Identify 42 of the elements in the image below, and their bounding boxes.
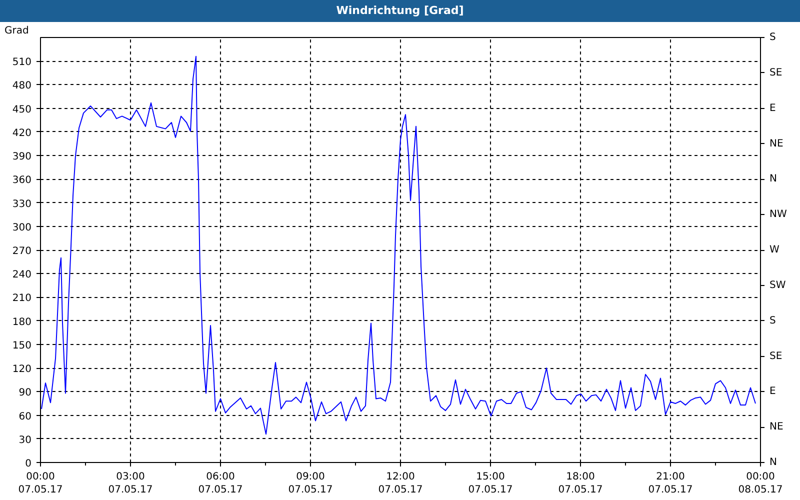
y-tick-label: 210: [12, 293, 32, 304]
x-tick-label: 15:00 07.05.17: [468, 472, 513, 496]
x-tick-label: 09:00 07.05.17: [288, 472, 333, 496]
x-tick-label: 06:00 07.05.17: [198, 472, 243, 496]
text: N: [770, 457, 777, 468]
y-tick-label: 480: [12, 80, 32, 92]
y-tick-label: 150: [12, 340, 32, 352]
text: S: [770, 32, 776, 43]
text: N: [770, 174, 777, 185]
y-tick-label: 300: [12, 222, 32, 234]
y-tick-label: 60: [18, 411, 32, 422]
x-tick-label: 03:00 07.05.17: [108, 472, 153, 496]
y-tick-label: 510: [12, 57, 32, 68]
text: E: [770, 386, 776, 398]
chart-title: Windrichtung [Grad]: [336, 3, 464, 19]
y-tick-label: 90: [18, 388, 32, 399]
x-tick-label: 21:00 07.05.17: [648, 472, 693, 496]
text: SE: [770, 350, 782, 362]
text: NW: [770, 209, 787, 220]
text: NE: [770, 422, 784, 433]
y-tick-label: 450: [12, 104, 32, 116]
y-tick-label: 0: [25, 458, 32, 470]
y-tick-label: 360: [12, 175, 32, 186]
y-tick-label: 420: [12, 128, 32, 139]
y-tick-label: 120: [12, 364, 32, 376]
y-tick-label: 180: [12, 316, 32, 328]
y-tick-label: 30: [18, 434, 32, 446]
x-tick-label: 00:00 07.05.17: [18, 472, 63, 496]
x-tick-label: 18:00 07.05.17: [558, 472, 603, 496]
y-tick-label: 330: [12, 198, 32, 210]
text: W: [770, 244, 780, 256]
y-tick-label: 240: [12, 270, 32, 281]
text: S: [770, 315, 776, 326]
text: SE: [770, 67, 782, 78]
text: NE: [770, 138, 784, 150]
y-axis-title: Grad: [4, 26, 29, 36]
x-tick-label: 00:00 08.05.17: [738, 472, 783, 496]
text: SW: [770, 280, 786, 291]
y-tick-label: 270: [12, 246, 32, 257]
x-tick-label: 12:00 07.05.17: [378, 472, 423, 496]
y-tick-label: 390: [12, 152, 32, 163]
text: E: [770, 102, 776, 114]
